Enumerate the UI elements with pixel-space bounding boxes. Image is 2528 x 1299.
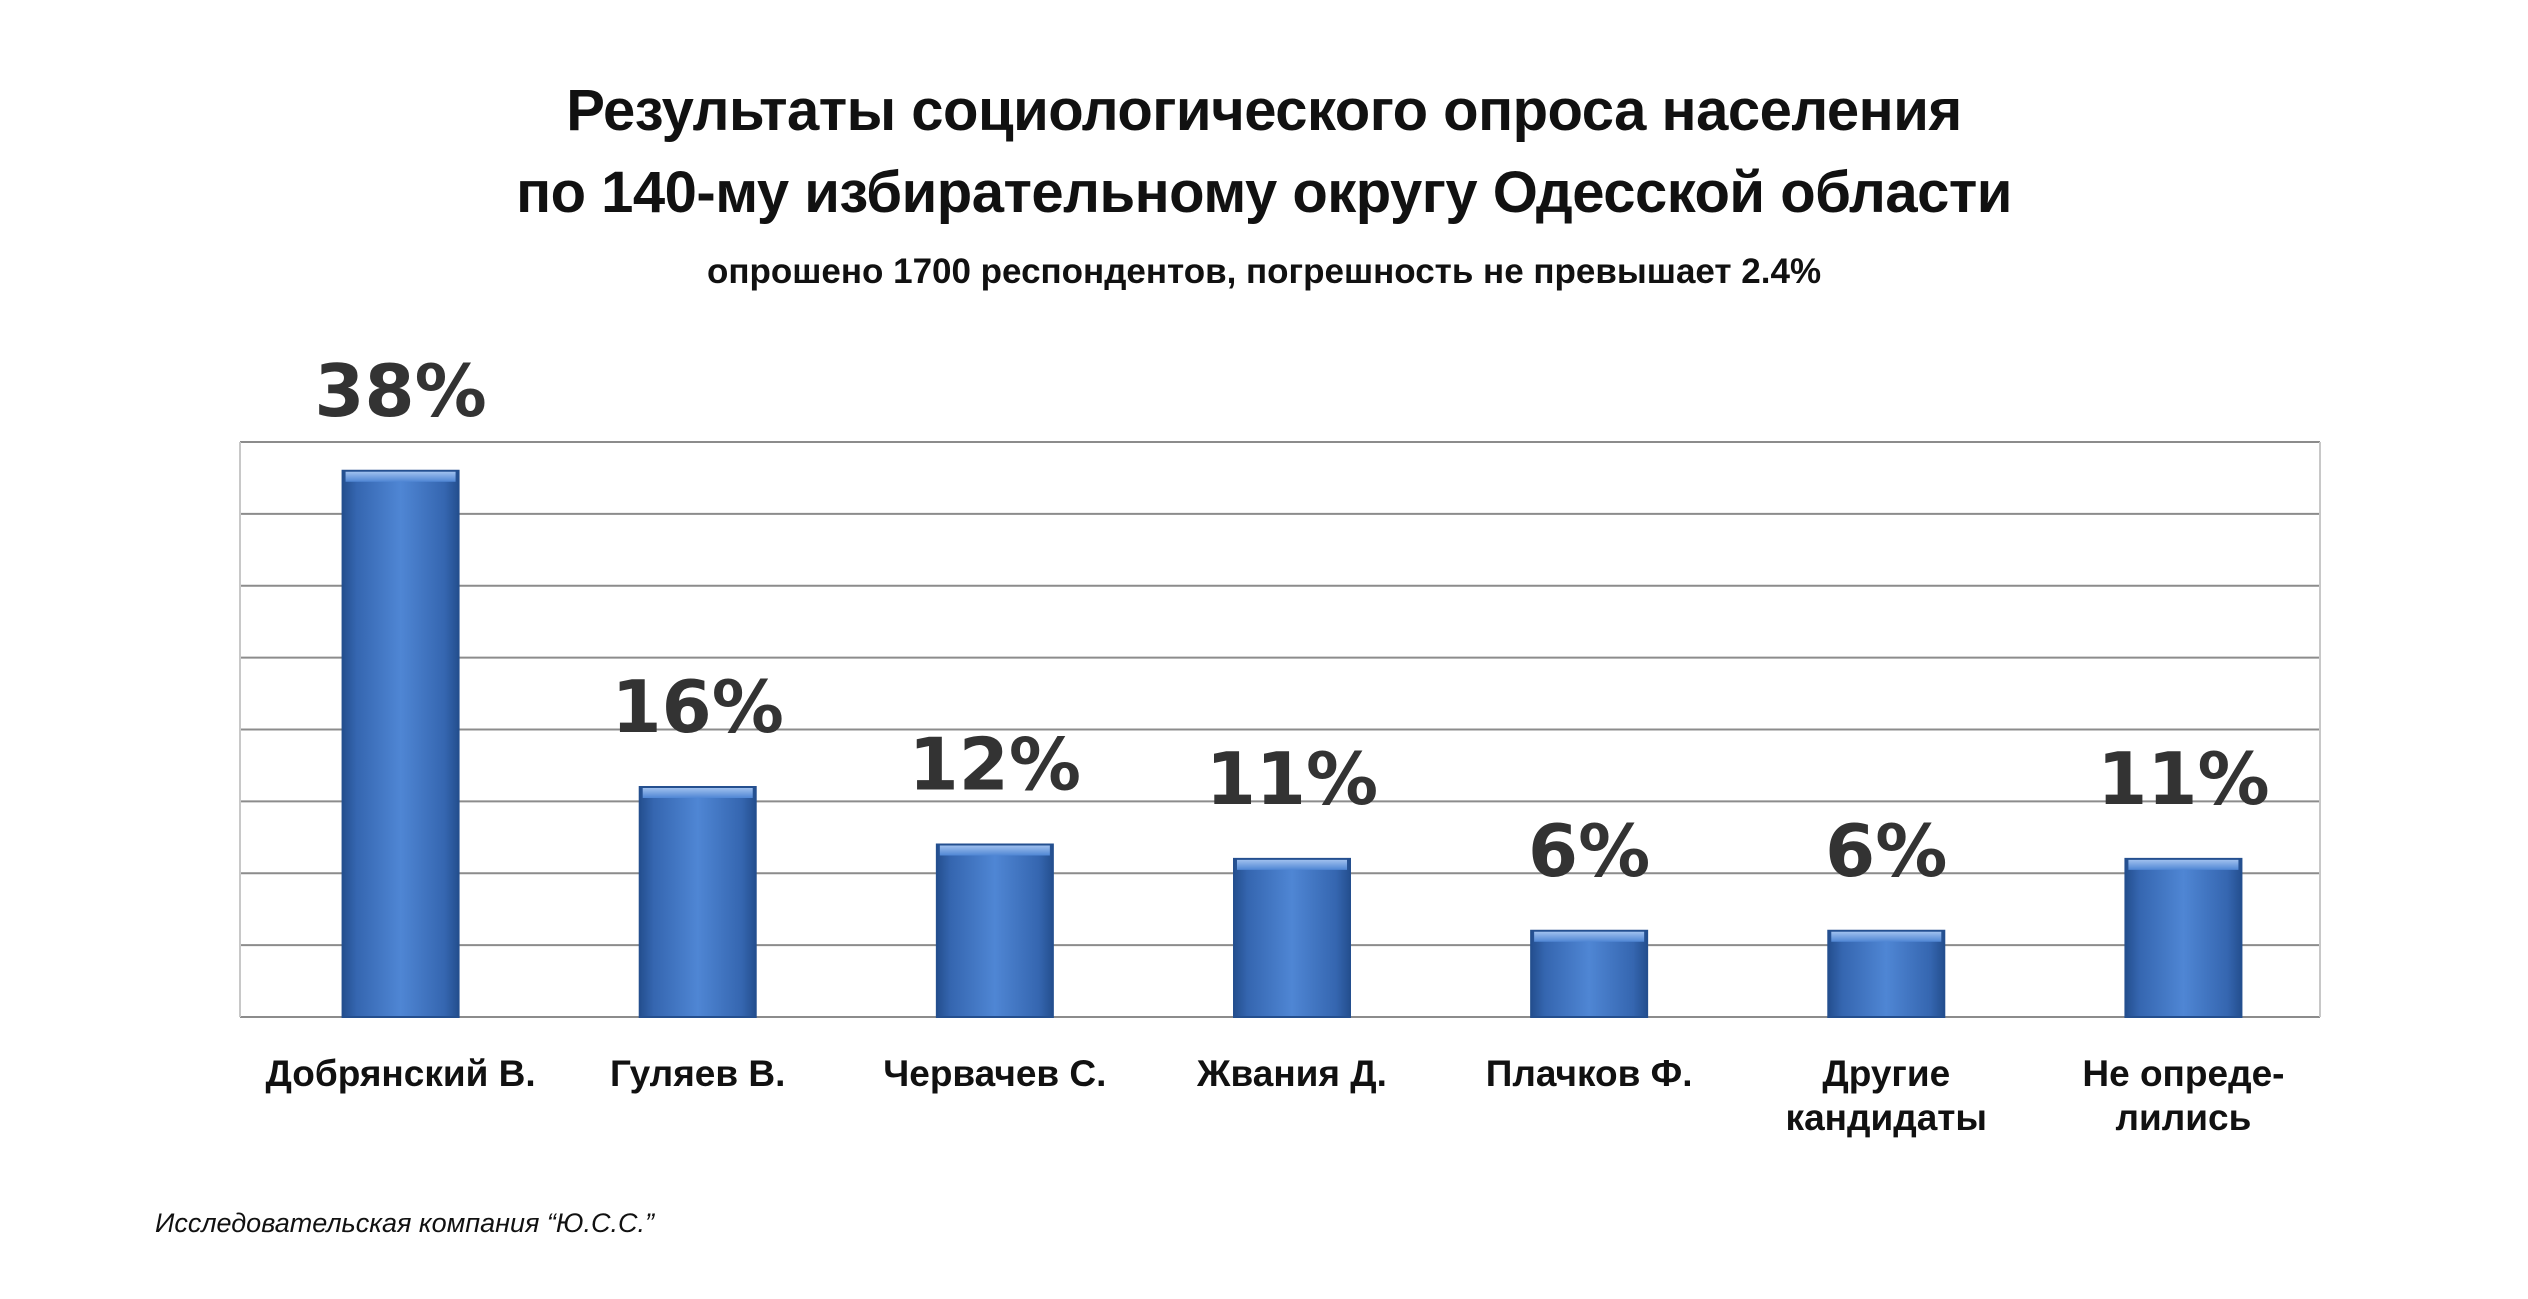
bars — [341, 469, 2243, 1018]
chart-subtitle: опрошено 1700 респондентов, погрешность … — [706, 252, 1822, 291]
bar — [935, 843, 1054, 1018]
data-label: 38% — [314, 349, 486, 433]
bar — [341, 469, 460, 1018]
category-label: Добрянский В. — [265, 1053, 535, 1094]
data-label: 11% — [1206, 737, 1378, 821]
source-note: Исследовательская компания “Ю.С.С.” — [155, 1208, 654, 1238]
data-label: 12% — [909, 723, 1081, 807]
category-label: кандидаты — [1786, 1097, 1987, 1138]
bar — [1233, 857, 1351, 1018]
category-label: Гуляев В. — [610, 1053, 785, 1094]
category-labels: Добрянский В. Гуляев В. Червачев С. Жвания … — [265, 1053, 2284, 1138]
category-label: Не опреде- — [2082, 1053, 2284, 1094]
category-label: лились — [2116, 1097, 2252, 1138]
bar — [1827, 929, 1946, 1018]
grid-lines — [239, 441, 2321, 1018]
category-label: Жвания Д. — [1196, 1053, 1387, 1094]
bar — [638, 786, 757, 1018]
data-label: 6% — [1825, 809, 1947, 893]
data-label: 6% — [1528, 809, 1650, 893]
chart-title-line-2: по 140-му избирательному округу Одесской… — [516, 160, 2012, 225]
category-label: Другие — [1822, 1053, 1950, 1094]
data-label: 16% — [612, 665, 784, 749]
data-labels: 38% 16% 12% 11% 6% 6% 11% — [314, 349, 2269, 893]
data-label: 11% — [2097, 737, 2269, 821]
category-label: Плачков Ф. — [1486, 1053, 1693, 1094]
title-block: Результаты социологического опроса насел… — [0, 70, 2528, 302]
chart-title-line-1: Результаты социологического опроса насел… — [566, 78, 1962, 143]
bar — [1530, 929, 1649, 1018]
category-label: Червачев С. — [883, 1053, 1106, 1094]
bar — [2124, 857, 2243, 1018]
